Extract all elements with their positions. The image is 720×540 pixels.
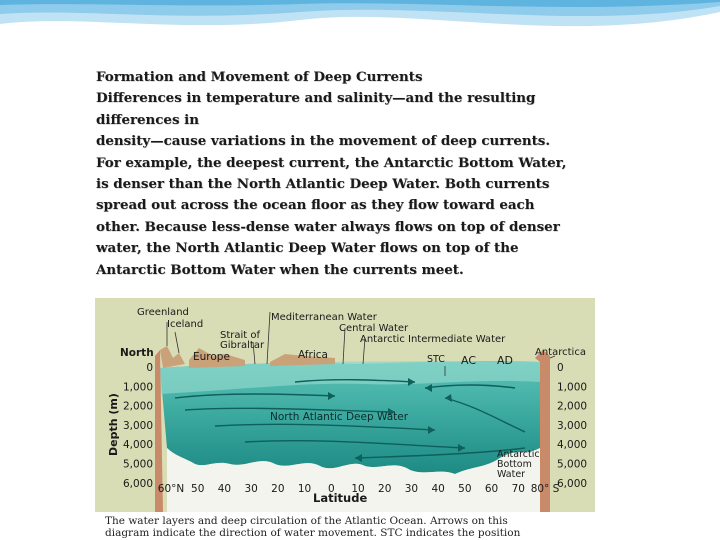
- depth-tick-label: 6,000: [123, 478, 153, 490]
- label-ad: AD: [497, 354, 513, 367]
- label-north: North: [120, 347, 154, 359]
- latitude-tick-label: 60: [485, 483, 498, 495]
- depth-ticks-right: 0 1,000 2,000 3,000 4,000 5,000 6,000: [557, 362, 587, 490]
- latitude-tick-label: 60°N: [158, 483, 184, 495]
- latitude-tick-label: 40: [431, 483, 444, 495]
- latitude-tick-label: 30: [244, 483, 257, 495]
- paragraph-line: density—cause variations in the movement…: [96, 133, 550, 150]
- depth-tick-label: 2,000: [123, 401, 153, 413]
- label-greenland: Greenland: [137, 307, 189, 318]
- greenland-land: [160, 346, 185, 368]
- label-gibraltar: Gibraltar: [220, 340, 265, 351]
- label-north-atlantic-deep-water: North Atlantic Deep Water: [270, 411, 409, 423]
- label-pointers: [166, 311, 556, 376]
- header-wave-decoration: [0, 0, 720, 27]
- label-aabw-line3: Water: [497, 469, 525, 480]
- latitude-tick-label: 50: [458, 483, 471, 495]
- slide-title: Formation and Movement of Deep Currents: [96, 69, 423, 85]
- latitude-tick-label: 50: [191, 483, 204, 495]
- depth-tick-label: 1,000: [557, 381, 587, 393]
- latitude-tick-label: 30: [405, 483, 418, 495]
- caption-line: The water layers and deep circulation of…: [105, 515, 508, 527]
- slide-body-text: Formation and Movement of Deep Currents …: [96, 67, 656, 281]
- figure-caption: The water layers and deep circulation of…: [95, 512, 595, 540]
- depth-tick-label: 2,000: [557, 401, 587, 413]
- paragraph-line: For example, the deepest current, the An…: [96, 154, 567, 171]
- label-ac: AC: [461, 354, 476, 367]
- label-antarctic-intermediate-water: Antarctic Intermediate Water: [360, 334, 506, 345]
- depth-tick-label: 5,000: [123, 459, 153, 471]
- north-land: [155, 350, 163, 512]
- arrow-heads: [328, 378, 465, 462]
- label-europe: Europe: [193, 351, 230, 363]
- label-aabw-line2: Bottom: [497, 459, 532, 470]
- label-mediterranean-water: Mediterranean Water: [271, 312, 378, 323]
- depth-tick-label: 5,000: [557, 459, 587, 471]
- paragraph-line: Antarctic Bottom Water when the currents…: [96, 261, 464, 278]
- seafloor: [167, 448, 540, 512]
- depth-ticks-left: 0 1,000 2,000 3,000 4,000 5,000 6,000: [123, 362, 153, 490]
- africa-land: [270, 354, 335, 366]
- antarctica-land: [535, 350, 550, 512]
- label-central-water: Central Water: [339, 323, 409, 334]
- label-iceland: Iceland: [167, 319, 203, 330]
- depth-tick-label: 4,000: [123, 439, 153, 451]
- latitude-tick-label: 10: [351, 483, 364, 495]
- depth-tick-label: 1,000: [123, 381, 153, 393]
- depth-tick-label: 3,000: [123, 420, 153, 432]
- caption-line: diagram indicate the direction of water …: [105, 527, 521, 539]
- current-arrows: [174, 379, 526, 459]
- paragraph-line: differences in: [96, 111, 199, 128]
- depth-tick-label: 4,000: [557, 439, 587, 451]
- paragraph-line: spread out across the ocean floor as the…: [96, 197, 535, 214]
- depth-tick-label: 0: [146, 362, 153, 374]
- latitude-tick-label: 20: [378, 483, 391, 495]
- depth-tick-label: 6,000: [557, 478, 587, 490]
- label-aabw-line1: Antarctic: [497, 449, 540, 460]
- depth-axis-label: Depth (m): [107, 393, 120, 456]
- paragraph-line: other. Because less-dense water always f…: [96, 218, 560, 235]
- latitude-tick-label: 20: [271, 483, 284, 495]
- label-antarctica: Antarctica: [535, 347, 586, 358]
- paragraph-line: water, the North Atlantic Deep Water flo…: [96, 240, 519, 257]
- latitude-axis-label: Latitude: [313, 491, 367, 505]
- latitude-tick-label: 70: [512, 483, 525, 495]
- latitude-tick-label: 0: [328, 483, 335, 495]
- paragraph-line: Differences in temperature and salinity—…: [96, 90, 536, 107]
- depth-tick-label: 0: [557, 362, 564, 374]
- latitude-tick-label: 40: [218, 483, 231, 495]
- paragraph-line: is denser than the North Atlantic Deep W…: [96, 176, 550, 193]
- latitude-tick-label: 10: [298, 483, 311, 495]
- europe-land: [189, 348, 245, 368]
- depth-tick-label: 3,000: [557, 420, 587, 432]
- ocean-water: [160, 361, 540, 474]
- latitude-tick-label: 80° S: [531, 483, 560, 495]
- label-stc: STC: [427, 354, 445, 365]
- label-africa: Africa: [298, 349, 328, 361]
- label-strait: Strait of: [220, 330, 261, 341]
- latitude-ticks: 60°N 50 40 30 20 10 0 10 20 30 40 50 60 70 80° S: [158, 483, 560, 495]
- ocean-cross-section-diagram: Greenland Iceland Strait of Gibraltar Me…: [95, 298, 595, 540]
